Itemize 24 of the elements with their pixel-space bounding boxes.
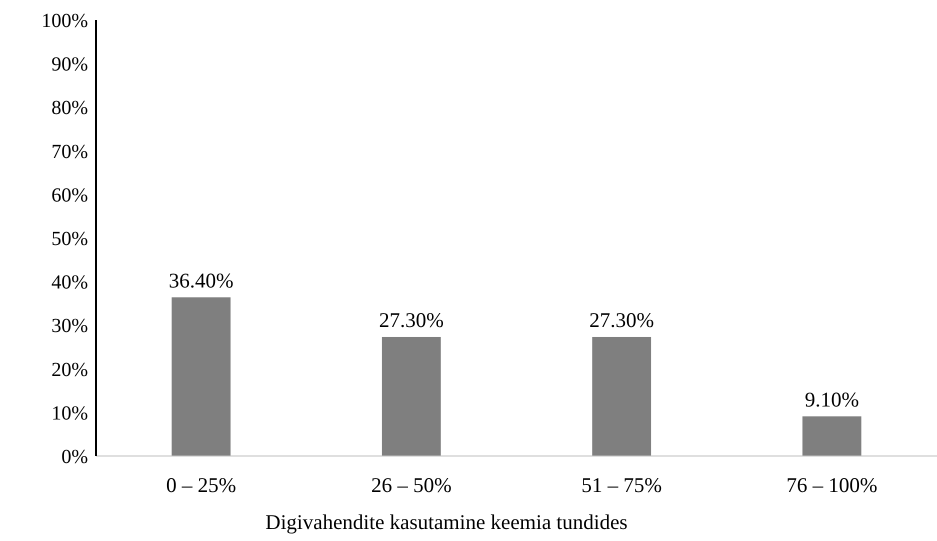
data-label: 27.30% xyxy=(379,308,444,332)
bar xyxy=(592,336,652,456)
bar xyxy=(382,336,441,456)
y-tick-label: 30% xyxy=(51,315,88,338)
y-tick-label: 60% xyxy=(51,184,88,206)
bar xyxy=(172,297,231,456)
bar xyxy=(802,416,862,456)
x-tick-label: 76 – 100% xyxy=(786,473,878,497)
x-tick-label: 0 – 25% xyxy=(166,473,236,497)
x-axis-title: Digivahendite kasutamine keemia tundides xyxy=(265,510,628,534)
x-tick-label: 51 – 75% xyxy=(581,473,662,497)
y-tick-label: 50% xyxy=(51,228,88,250)
y-tick-label: 10% xyxy=(51,402,88,424)
data-label: 27.30% xyxy=(589,308,654,332)
data-label: 9.10% xyxy=(804,387,859,412)
y-tick-label: 20% xyxy=(51,358,88,381)
y-tick-label: 100% xyxy=(41,10,88,32)
y-tick-label: 40% xyxy=(51,272,88,294)
x-tick-label: 26 – 50% xyxy=(371,473,452,497)
y-tick-label: 70% xyxy=(51,140,88,163)
data-label: 36.40% xyxy=(168,268,234,292)
y-tick-label: 90% xyxy=(51,54,88,76)
y-tick-label: 0% xyxy=(61,446,88,468)
y-tick-label: 80% xyxy=(51,97,88,120)
